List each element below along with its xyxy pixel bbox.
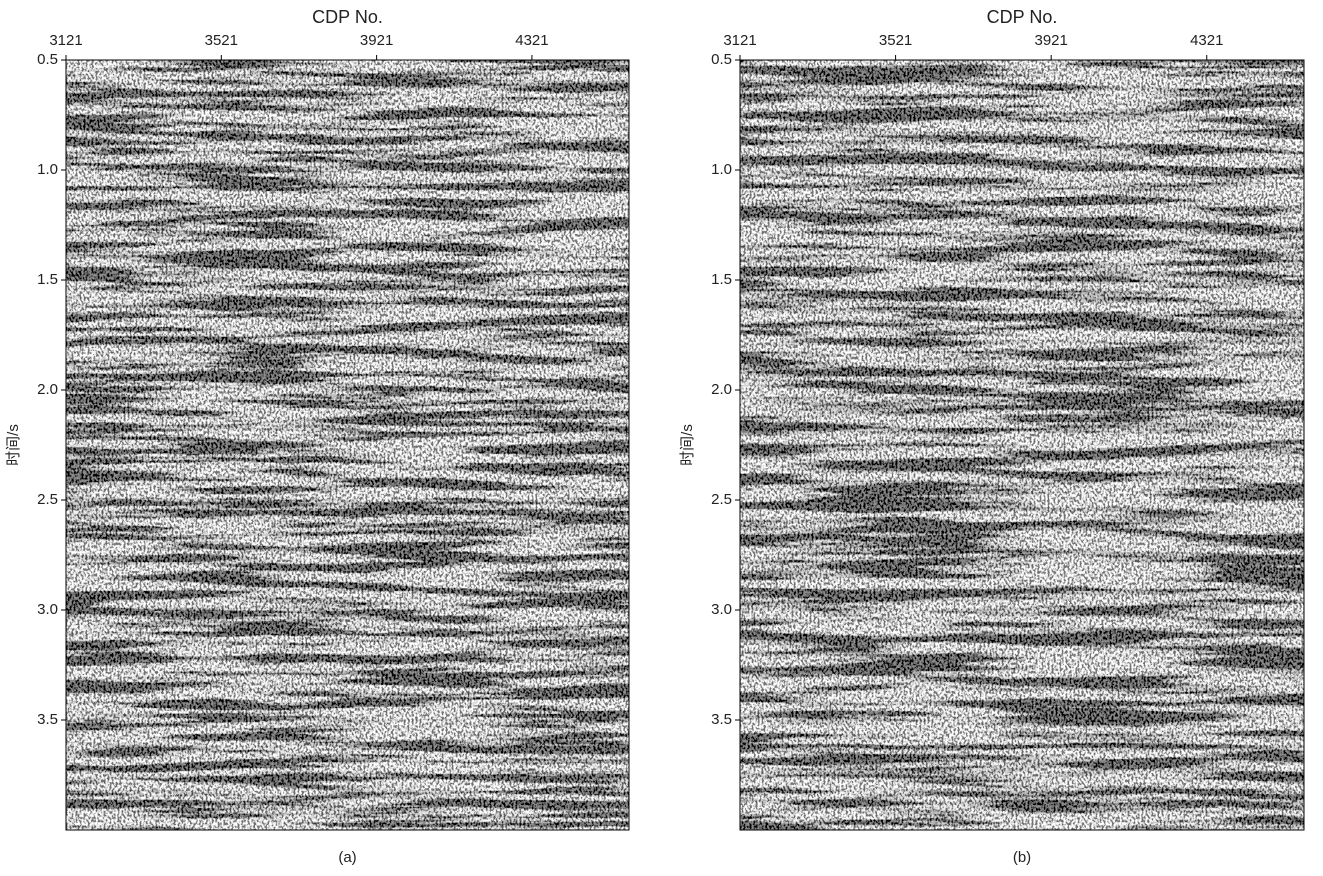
y-axis-label: 时间/s <box>679 424 696 466</box>
y-tick-label: 1.5 <box>711 271 732 288</box>
x-tick-label: 3521 <box>205 32 238 49</box>
x-tick-label: 3121 <box>723 32 756 49</box>
axis-title: CDP No. <box>312 7 383 27</box>
y-tick-label: 2.0 <box>711 381 732 398</box>
x-tick-label: 3921 <box>1034 32 1067 49</box>
x-tick-label: 4321 <box>1190 32 1223 49</box>
noise-layer <box>66 60 629 830</box>
y-tick-label: 3.5 <box>711 711 732 728</box>
axis-title: CDP No. <box>987 7 1058 27</box>
x-tick-label: 3121 <box>49 32 82 49</box>
y-tick-label: 1.5 <box>37 271 58 288</box>
y-tick-label: 0.5 <box>711 51 732 68</box>
fade-layer <box>740 60 1304 830</box>
y-axis-label: 时间/s <box>5 424 22 466</box>
y-tick-label: 0.5 <box>37 51 58 68</box>
x-tick-label: 3921 <box>360 32 393 49</box>
noise-overlay <box>740 60 1304 830</box>
y-tick-label: 2.5 <box>711 491 732 508</box>
plot-frame <box>65 59 630 831</box>
y-tick-label: 2.0 <box>37 381 58 398</box>
y-tick-label: 3.0 <box>37 601 58 618</box>
noise-layer <box>740 60 1304 830</box>
y-tick-label: 2.5 <box>37 491 58 508</box>
x-tick-label: 3521 <box>879 32 912 49</box>
fade-layer <box>66 60 629 830</box>
y-tick-label: 3.0 <box>711 601 732 618</box>
panel-caption: (b) <box>1013 849 1031 866</box>
y-tick-label: 1.0 <box>711 161 732 178</box>
panel-caption: (a) <box>338 849 356 866</box>
plot-frame <box>739 59 1305 831</box>
noise-overlay <box>66 60 629 830</box>
x-tick-label: 4321 <box>515 32 548 49</box>
y-tick-label: 1.0 <box>37 161 58 178</box>
y-tick-label: 3.5 <box>37 711 58 728</box>
